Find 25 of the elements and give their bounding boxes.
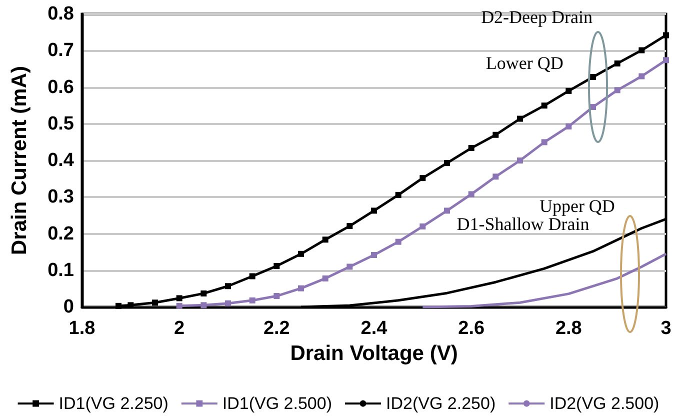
y-axis-title: Drain Current (mA) — [8, 66, 31, 256]
y-tick-label: 0.5 — [48, 113, 74, 134]
annotation: D2-Deep Drain — [481, 7, 593, 28]
x-tick-label: 2.4 — [360, 318, 388, 339]
x-tick-label: 2.2 — [263, 318, 290, 339]
x-tick-label: 2.8 — [555, 318, 582, 339]
y-tick-label: 0.4 — [48, 150, 74, 171]
y-tick-label: 0.8 — [48, 4, 74, 24]
y-tick-label: 0.6 — [48, 76, 74, 98]
legend-label: ID1(VG 2.250) — [58, 394, 168, 413]
y-tick-label: 0.3 — [48, 186, 74, 208]
annotation: Lower QD — [486, 53, 564, 74]
x-tick-label: 2.6 — [458, 318, 485, 339]
annotation: Upper QD — [539, 196, 615, 218]
x-tick-label: 2 — [174, 318, 185, 339]
y-tick-label: 0.2 — [48, 223, 74, 244]
x-tick-label: 3 — [660, 318, 672, 339]
legend-label: ID2(VG 2.500) — [550, 394, 660, 413]
x-axis-title: Drain Voltage (V) — [290, 342, 458, 365]
legend-label: ID1(VG 2.500) — [222, 394, 332, 413]
y-tick-label: 0.1 — [48, 260, 74, 281]
y-tick-label: 0 — [63, 296, 74, 318]
legend-label: ID2(VG 2.250) — [386, 394, 496, 413]
y-tick-label: 0.7 — [48, 40, 74, 62]
x-tick-label: 1.8 — [68, 318, 96, 339]
